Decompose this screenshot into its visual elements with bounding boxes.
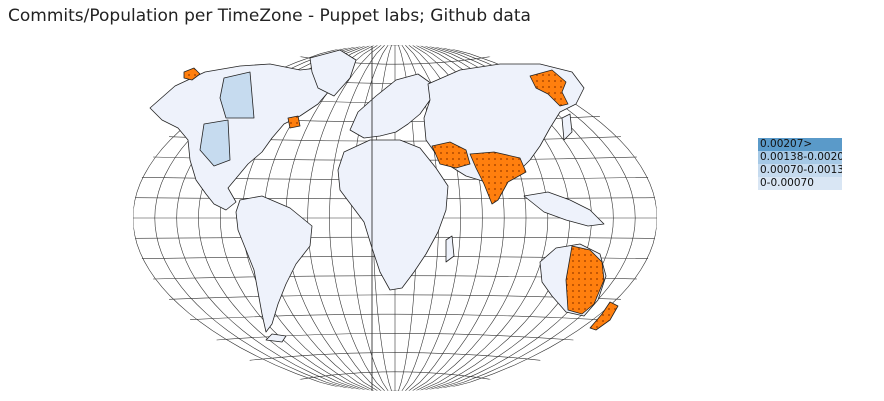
legend-item-2: 0.00138-0.00207 — [758, 151, 842, 164]
antarctica — [265, 333, 287, 343]
chart-title: Commits/Population per TimeZone - Puppet… — [8, 6, 531, 26]
india — [469, 151, 527, 205]
legend-item-1: 0.00207> — [758, 138, 842, 151]
western-canada — [219, 71, 255, 119]
iceland — [183, 67, 201, 81]
parallel-line — [249, 352, 541, 361]
kamchatka — [529, 69, 569, 107]
western-us — [199, 119, 231, 167]
south-america — [235, 195, 313, 333]
parallel-line — [216, 333, 574, 341]
new-zealand — [589, 301, 619, 331]
legend: 0.00207> 0.00138-0.00207 0.00070-0.00138… — [758, 138, 842, 190]
parallel-line — [354, 45, 436, 46]
parallel-line — [354, 390, 436, 391]
africa — [337, 139, 449, 291]
legend-item-3: 0.00070-0.00138 — [758, 164, 842, 177]
southeast-asia — [523, 191, 605, 227]
legend-item-4: 0-0.00070 — [758, 177, 842, 190]
europe — [349, 73, 433, 139]
parallel-line — [291, 371, 499, 381]
japan — [561, 113, 573, 141]
eastern-australia — [565, 245, 605, 315]
madagascar — [445, 235, 455, 263]
greenland — [309, 49, 357, 97]
atlantic-canada — [287, 115, 301, 129]
iran-pakistan — [431, 141, 471, 169]
north-america — [149, 63, 333, 211]
land-masses — [149, 49, 619, 343]
parallel-line — [190, 313, 600, 320]
